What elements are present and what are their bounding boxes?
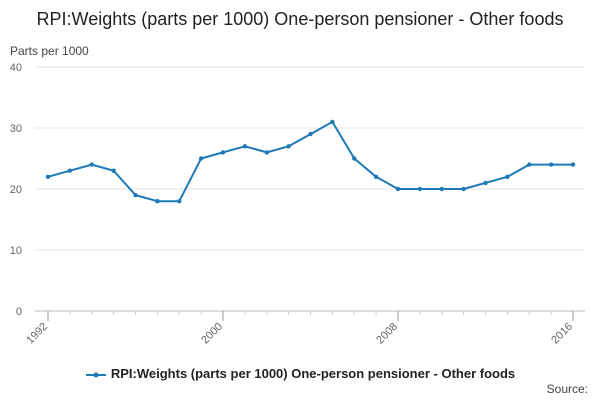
data-point xyxy=(177,199,182,204)
data-point xyxy=(548,162,554,167)
data-point xyxy=(264,150,269,155)
source-label: Source: xyxy=(546,382,588,396)
data-point xyxy=(242,144,248,149)
data-point xyxy=(45,174,51,179)
data-point xyxy=(220,150,226,155)
data-point xyxy=(395,186,401,192)
data-point xyxy=(198,156,204,161)
x-tick-label: 1992 xyxy=(24,321,50,347)
data-point xyxy=(133,192,138,198)
x-axis: 1992 2000 2008 2016 xyxy=(24,311,575,346)
data-point xyxy=(373,174,379,179)
legend-line-marker-icon xyxy=(85,372,106,378)
data-point xyxy=(483,180,488,186)
data-point xyxy=(439,186,444,192)
y-tick-label: 0 xyxy=(16,306,22,318)
y-axis-label: Parts per 1000 xyxy=(10,44,89,58)
x-tick-label: 2008 xyxy=(374,321,400,347)
x-tick-label: 2016 xyxy=(549,321,575,347)
data-point xyxy=(352,156,357,161)
legend: RPI:Weights (parts per 1000) One-person … xyxy=(0,366,600,381)
x-tick-label: 2000 xyxy=(199,321,225,347)
series-layer xyxy=(45,119,576,204)
legend-series-label: RPI:Weights (parts per 1000) One-person … xyxy=(110,366,516,381)
y-tick-label: 10 xyxy=(10,245,22,257)
y-axis-ticks: 0 10 20 30 40 xyxy=(10,62,22,318)
y-tick-label: 20 xyxy=(10,184,22,196)
data-point xyxy=(461,186,466,192)
data-point xyxy=(330,119,335,125)
data-point xyxy=(505,174,510,179)
data-point xyxy=(527,162,532,167)
data-point xyxy=(286,144,291,149)
data-point xyxy=(89,162,94,167)
gridlines xyxy=(35,66,585,312)
y-tick-label: 40 xyxy=(10,62,22,74)
data-point xyxy=(155,199,160,204)
data-point xyxy=(570,162,576,167)
chart-title: RPI:Weights (parts per 1000) One-person … xyxy=(36,9,564,29)
data-point xyxy=(417,186,423,192)
y-tick-label: 30 xyxy=(10,123,22,135)
data-point xyxy=(308,131,313,137)
data-point xyxy=(67,168,73,173)
data-point xyxy=(111,168,116,173)
